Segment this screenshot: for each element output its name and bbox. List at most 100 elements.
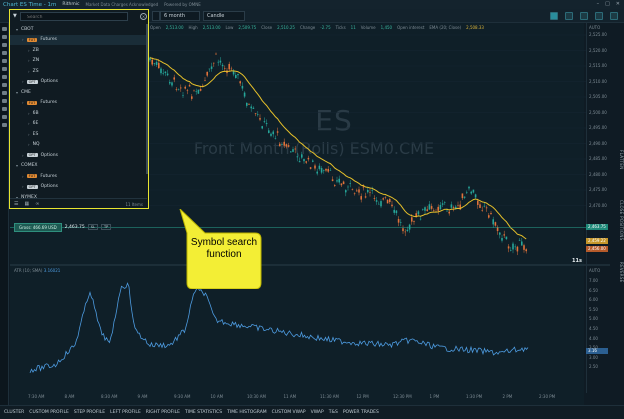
text-tool-icon[interactable] bbox=[1, 83, 7, 87]
template-icon[interactable] bbox=[595, 12, 603, 20]
symbol-search-input[interactable] bbox=[20, 12, 128, 21]
link-icon[interactable] bbox=[550, 12, 558, 20]
layout-icon[interactable] bbox=[565, 12, 573, 20]
stop-loss-button[interactable]: SL bbox=[87, 224, 98, 230]
link-symbol-icon[interactable]: ∞ bbox=[35, 200, 40, 207]
range-selector[interactable]: 6 month bbox=[160, 11, 200, 21]
symbol-tree-symbol[interactable]: › ZS bbox=[10, 66, 146, 77]
magnet-tool-icon[interactable] bbox=[1, 99, 7, 103]
atr-indicator-label[interactable]: ATR (10; SMA) 3.16021 bbox=[14, 268, 60, 273]
maximize-icon[interactable]: □ bbox=[605, 1, 610, 7]
bottom-tab-vwap[interactable]: VWAP bbox=[310, 410, 324, 415]
ema-info-label[interactable]: EMA (20; Close) bbox=[429, 25, 462, 30]
atr-axis-auto[interactable]: AUTO bbox=[589, 268, 601, 273]
chevron-icon[interactable]: › bbox=[22, 37, 24, 43]
chevron-icon[interactable]: › bbox=[22, 184, 24, 190]
side-tab-reverse[interactable]: REVERSE bbox=[619, 262, 624, 283]
crosshair-tool-icon[interactable] bbox=[1, 35, 7, 39]
time-axis-label: 1 PM bbox=[429, 394, 440, 399]
list-view-icon[interactable]: ☰ bbox=[14, 200, 19, 207]
clear-search-icon[interactable]: × bbox=[140, 13, 147, 20]
symbol-tree-symbol[interactable]: › 6E bbox=[10, 119, 146, 130]
channel-tool-icon[interactable] bbox=[1, 59, 7, 63]
symbol-tree-options[interactable]: › OPT Options bbox=[10, 182, 146, 193]
candle-body bbox=[389, 199, 391, 203]
grid-icon[interactable] bbox=[580, 12, 588, 20]
chevron-icon[interactable]: › bbox=[22, 100, 24, 106]
chevron-icon[interactable]: › bbox=[22, 173, 24, 179]
symbol-tree-exchange[interactable]: ▾ CBOT bbox=[10, 24, 146, 35]
tree-view-icon[interactable]: ▦ bbox=[24, 200, 30, 207]
symbol-tree-options[interactable]: › OPT Options bbox=[10, 150, 146, 161]
chevron-icon[interactable]: ▾ bbox=[16, 194, 19, 198]
symbol-tree-futures[interactable]: › FUT Futures bbox=[10, 34, 146, 45]
side-tab-close-positions[interactable]: CLOSE POSITIONS bbox=[619, 200, 624, 241]
settings-icon[interactable] bbox=[610, 12, 618, 20]
lock-tool-icon[interactable] bbox=[1, 107, 7, 111]
symbol-tree-symbol[interactable]: › NQ bbox=[10, 140, 146, 151]
bottom-tab-t-s[interactable]: T&S bbox=[328, 410, 338, 415]
ray-tool-icon[interactable] bbox=[1, 51, 7, 55]
candle-body bbox=[424, 207, 426, 211]
candle-body bbox=[501, 238, 503, 241]
symbol-tree-options[interactable]: › OPT Options bbox=[10, 77, 146, 88]
bottom-toolbar: CLUSTER CUSTOM PROFILE STEP PROFILE LEFT PR… bbox=[0, 405, 624, 419]
chevron-icon[interactable]: ▾ bbox=[16, 26, 19, 32]
bottom-tab-cluster[interactable]: CLUSTER bbox=[4, 410, 25, 415]
chart-type-selector[interactable]: Candle bbox=[203, 11, 245, 21]
bottom-tab-power-trades[interactable]: POWER TRADES bbox=[342, 410, 379, 415]
candle-body bbox=[221, 64, 224, 67]
symbol-tree-label: COMEX bbox=[21, 163, 38, 169]
chevron-icon[interactable]: ▾ bbox=[16, 163, 19, 169]
symbol-tree-symbol[interactable]: › ES bbox=[10, 129, 146, 140]
candle-body bbox=[285, 144, 288, 147]
shape-tool-icon[interactable] bbox=[1, 75, 7, 79]
candle-body bbox=[155, 61, 158, 65]
candle-body bbox=[301, 154, 303, 158]
fibonacci-tool-icon[interactable] bbox=[1, 67, 7, 71]
bottom-tab-time-histogram[interactable]: TIME HISTOGRAM bbox=[227, 410, 267, 415]
bottom-tab-time-statistics[interactable]: TIME STATISTICS bbox=[184, 410, 223, 415]
symbol-tree-symbol[interactable]: › ZB bbox=[10, 45, 146, 56]
side-tab-flatten[interactable]: FLATTEN bbox=[619, 150, 624, 170]
chevron-icon[interactable]: › bbox=[22, 152, 24, 158]
delete-tool-icon[interactable] bbox=[1, 115, 7, 119]
close-icon[interactable]: ✕ bbox=[615, 1, 620, 7]
symbol-tree-futures[interactable]: › FUT Futures bbox=[10, 98, 146, 109]
candle-body bbox=[193, 90, 195, 92]
info-label: High bbox=[188, 25, 198, 30]
symbol-tree-exchange[interactable]: ▾ COMEX bbox=[10, 161, 146, 172]
bottom-tab-custom-profile[interactable]: CUSTOM PROFILE bbox=[29, 410, 69, 415]
symbol-tree-exchange[interactable]: ▾ CME bbox=[10, 87, 146, 98]
eye-tool-icon[interactable] bbox=[1, 123, 7, 127]
chevron-icon[interactable]: ▾ bbox=[16, 89, 19, 95]
cursor-tool-icon[interactable] bbox=[1, 27, 7, 31]
candle-body bbox=[380, 201, 382, 207]
symbol-tree-symbol[interactable]: › ZN bbox=[10, 56, 146, 67]
minimize-icon[interactable]: – bbox=[596, 1, 600, 7]
symbol-selector[interactable] bbox=[152, 11, 160, 21]
symbol-tree-scrollbar[interactable] bbox=[146, 24, 148, 174]
line-tool-icon[interactable] bbox=[1, 43, 7, 47]
measure-tool-icon[interactable] bbox=[1, 91, 7, 95]
price-axis[interactable]: AUTO 2,525.00 2,520.00 2,515.00 2,510.00 2,5… bbox=[586, 23, 608, 393]
symbol-tree-exchange[interactable]: ▾ NYMEX bbox=[10, 192, 146, 198]
candle-body bbox=[505, 236, 508, 240]
time-axis[interactable]: 7:30 AM 8 AM 8:30 AM 9 AM 9:30 AM 10 AM 10:30 … bbox=[10, 393, 586, 403]
filter-icon[interactable]: ▼ bbox=[13, 13, 17, 19]
symbol-tree-futures[interactable]: › FUT Futures bbox=[10, 171, 146, 182]
symbol-tree-symbol[interactable]: › 6B bbox=[10, 108, 146, 119]
bottom-tab-step-profile[interactable]: STEP PROFILE bbox=[73, 410, 106, 415]
candle-body bbox=[149, 57, 151, 61]
take-profit-button[interactable]: TP bbox=[100, 224, 112, 230]
candle-body bbox=[307, 157, 310, 160]
candle-body bbox=[314, 165, 316, 169]
bottom-tab-right-profile[interactable]: RIGHT PROFILE bbox=[145, 410, 180, 415]
symbol-count: 11 Items bbox=[125, 202, 143, 207]
chevron-icon[interactable]: › bbox=[22, 79, 24, 85]
price-axis-auto[interactable]: AUTO bbox=[589, 25, 601, 30]
candle-body bbox=[213, 62, 215, 64]
bottom-tab-custom-vwap[interactable]: CUSTOM VWAP bbox=[271, 410, 306, 415]
bottom-tab-left-profile[interactable]: LEFT PROFILE bbox=[110, 410, 141, 415]
